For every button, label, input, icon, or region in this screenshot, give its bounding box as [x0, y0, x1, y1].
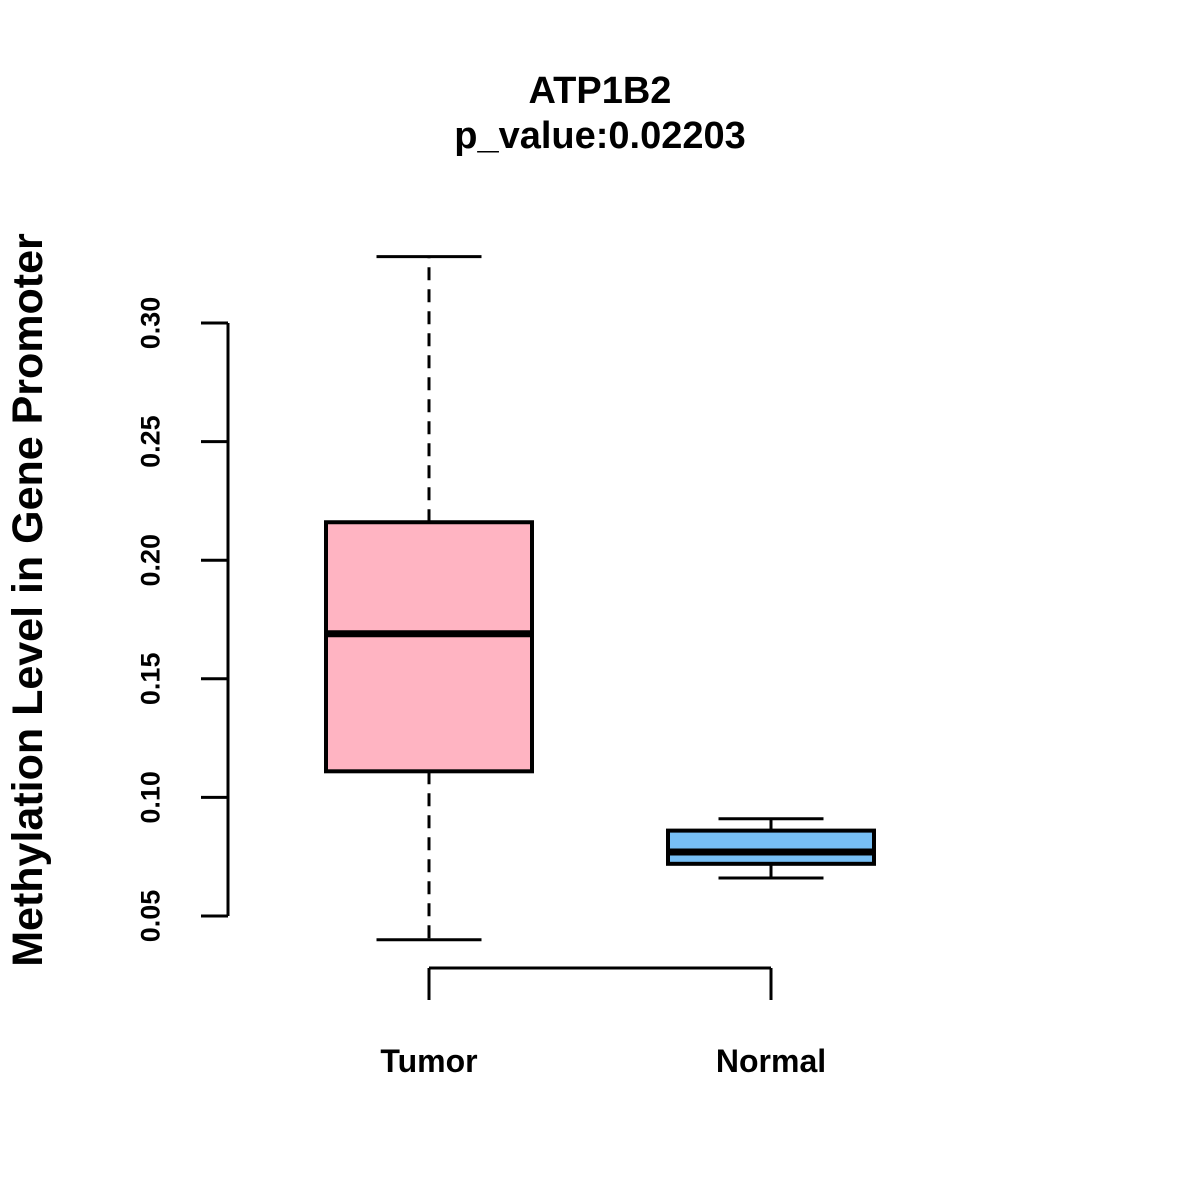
y-axis-tick-label: 0.20 [135, 534, 165, 587]
x-category-label-tumor: Tumor [380, 1043, 477, 1079]
x-category-label-normal: Normal [716, 1043, 826, 1079]
chart-title: ATP1B2 [529, 70, 672, 112]
y-axis-tick-label: 0.10 [135, 771, 165, 824]
plot-geometry: 0.05 0.10 0.15 0.20 0.25 0.30 [135, 255, 876, 1000]
y-axis-label: Methylation Level in Gene Promoter [4, 233, 52, 967]
y-axis-tick-label: 0.05 [135, 890, 165, 943]
chart-subtitle-pvalue: p_value:0.02203 [454, 115, 746, 157]
y-axis-tick-label: 0.15 [135, 653, 165, 706]
y-axis-tick-label: 0.30 [135, 297, 165, 350]
box-normal [666, 828, 876, 866]
y-axis-tick-label: 0.25 [135, 415, 165, 468]
box-tumor [324, 520, 534, 774]
